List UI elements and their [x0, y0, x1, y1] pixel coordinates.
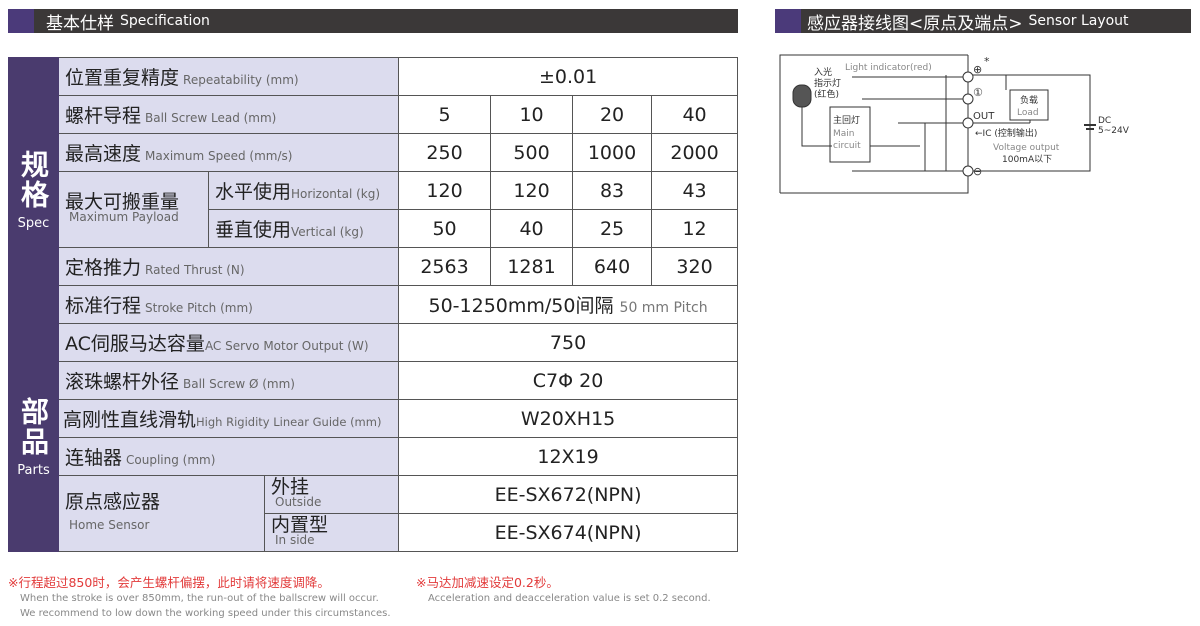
value-coupling: 12X19: [398, 437, 739, 476]
table-row: 标准行程 Stroke Pitch (mm) 50-1250mm/50间隔 50 m…: [9, 285, 739, 324]
label-inside: 内置型 In side: [263, 513, 400, 552]
label-speed: 最高速度 Maximum Speed (mm/s): [57, 133, 400, 172]
dc-voltage-label: 5~24V: [1098, 126, 1130, 136]
load-label: 负载: [1020, 94, 1038, 106]
main-circuit-label: 主回灯: [833, 114, 860, 126]
voltage-label: Voltage output: [993, 143, 1060, 153]
table-row: 原点感应器 Home Sensor 外挂 Outside EE-SX672(NPN): [9, 475, 739, 552]
label-stroke: 标准行程 Stroke Pitch (mm): [57, 285, 400, 324]
table-row: 规格 Spec 位置重复精度 Repeatability (mm) ±0.01: [8, 57, 739, 324]
table-row: 内置型 In side EE-SX674(NPN): [9, 513, 739, 552]
note-acceleration: ※马达加减速设定0.2秒。 Acceleration and deaccelera…: [416, 575, 711, 604]
cell: 83: [572, 171, 653, 210]
cell: 120: [490, 171, 574, 210]
label-payload: 最大可搬重量 Maximum Payload: [58, 171, 209, 248]
label-horizontal: 水平使用Horizontal (kg): [207, 171, 400, 210]
value-outside: EE-SX672(NPN): [398, 475, 739, 514]
table-row: 螺杆导程 Ball Screw Lead (mm) 5 10 20 40: [9, 95, 739, 134]
out-terminal: OUT: [973, 111, 995, 122]
value-repeatability: ±0.01: [398, 57, 739, 96]
led-label: 指示灯: [814, 77, 841, 89]
terminal-1: ①: [973, 86, 983, 99]
table-row: 最大可搬重量 Maximum Payload 水平使用Horizontal (kg)…: [9, 171, 739, 248]
led-label: 入光: [814, 66, 832, 78]
label-home-sensor: 原点感应器 Home Sensor: [58, 475, 265, 552]
cell: 12: [651, 209, 739, 248]
label-motor: AC伺服马达容量AC Servo Motor Output (W): [57, 323, 400, 362]
cell: 2000: [651, 133, 739, 172]
table-row: 连轴器 Coupling (mm) 12X19: [9, 437, 739, 476]
sensor-header-en: Sensor Layout: [1028, 13, 1129, 29]
minus-terminal: ⊖: [973, 165, 982, 178]
label-vertical: 垂直使用Vertical (kg): [207, 209, 400, 248]
cell: 40: [651, 95, 739, 134]
label-outside: 外挂 Outside: [263, 475, 400, 514]
cell: 50: [398, 209, 492, 248]
value-inside: EE-SX674(NPN): [398, 513, 739, 552]
value-motor: 750: [398, 323, 739, 362]
category-spec: 规格 Spec: [8, 57, 59, 324]
cell: 10: [490, 95, 574, 134]
label-coupling: 连轴器 Coupling (mm): [57, 437, 400, 476]
cell: 320: [651, 247, 739, 286]
category-parts: 部品 Parts: [8, 323, 59, 552]
led-icon: [792, 84, 812, 108]
cell: 20: [572, 95, 653, 134]
cell: 500: [490, 133, 574, 172]
cell: 2563: [398, 247, 492, 286]
table-row: 滚珠螺杆外径 Ball Screw Ø (mm) C7Φ 20: [9, 361, 739, 400]
note-stroke: ※行程超过850时，会产生螺杆偏摆，此时请将速度调降。 When the stro…: [8, 575, 391, 619]
cell: 5: [398, 95, 492, 134]
cell: 40: [490, 209, 574, 248]
table-row: 最高速度 Maximum Speed (mm/s) 250 500 1000 2000: [9, 133, 739, 172]
cell: 25: [572, 209, 653, 248]
plus-terminal: ⊕: [973, 63, 982, 76]
cell: 640: [572, 247, 653, 286]
spec-table: 规格 Spec 位置重复精度 Repeatability (mm) ±0.01 螺杆导…: [8, 57, 739, 552]
value-screw: C7Φ 20: [398, 361, 739, 400]
sensor-header-cn: 感应器接线图<原点及端点>: [807, 13, 1023, 34]
led-label: (红色): [814, 88, 839, 100]
label-lead: 螺杆导程 Ball Screw Lead (mm): [57, 95, 400, 134]
label-repeatability: 位置重复精度 Repeatability (mm): [57, 57, 400, 96]
spec-section-header: 基本仕样 Specification: [8, 9, 738, 34]
table-row: 高刚性直线滑轨High Rigidity Linear Guide (mm) W2…: [9, 399, 739, 438]
value-guide: W20XH15: [398, 399, 739, 438]
light-indicator-label: Light indicator(red): [845, 63, 932, 73]
cell: 120: [398, 171, 492, 210]
dc-label: DC: [1098, 116, 1111, 126]
label-thrust: 定格推力 Rated Thrust (N): [57, 247, 400, 286]
sensor-section-header: 感应器接线图<原点及端点> Sensor Layout: [775, 9, 1191, 34]
main-circuit-label: circuit: [833, 141, 861, 151]
load-label: Load: [1017, 108, 1039, 118]
spec-header-cn: 基本仕样: [46, 13, 114, 34]
table-row: 定格推力 Rated Thrust (N) 2563 1281 640 320: [9, 247, 739, 286]
sensor-wiring-diagram: Light indicator(red) 入光 指示灯 (红色) 主回灯 Mai…: [779, 54, 1130, 194]
table-row: 垂直使用Vertical (kg) 50 40 25 12: [9, 209, 739, 248]
cell: 250: [398, 133, 492, 172]
star-mark: *: [984, 55, 990, 68]
spec-header-en: Specification: [120, 13, 210, 29]
current-label: 100mA以下: [1002, 155, 1052, 165]
table-row: 部品 Parts AC伺服马达容量AC Servo Motor Output (W…: [8, 323, 739, 552]
label-guide: 高刚性直线滑轨High Rigidity Linear Guide (mm): [57, 399, 400, 438]
label-screw: 滚珠螺杆外径 Ball Screw Ø (mm): [57, 361, 400, 400]
value-stroke: 50-1250mm/50间隔 50 mm Pitch: [398, 285, 739, 324]
cell: 43: [651, 171, 739, 210]
ic-label: ←IC (控制输出): [975, 127, 1037, 139]
main-circuit-label: Main: [833, 129, 855, 139]
cell: 1000: [572, 133, 653, 172]
cell: 1281: [490, 247, 574, 286]
